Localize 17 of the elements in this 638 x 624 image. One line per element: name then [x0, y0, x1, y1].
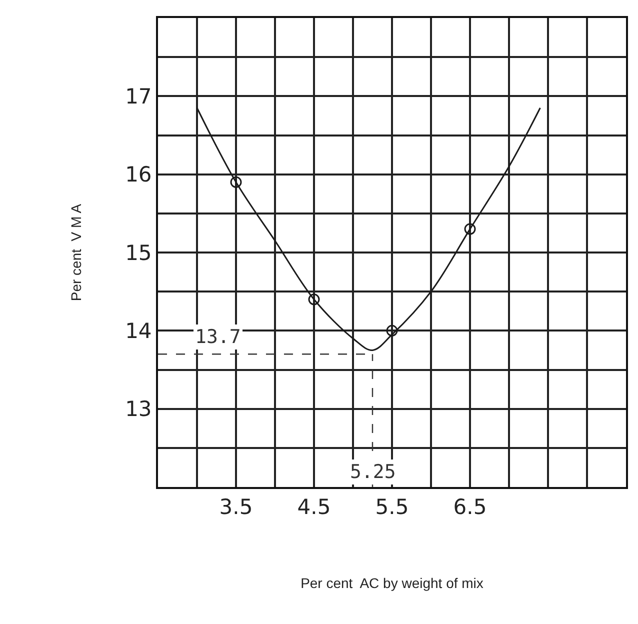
- x-axis-title: Per cent AC by weight of mix: [300, 575, 484, 591]
- x-tick-label: 4.5: [297, 495, 331, 520]
- x-tick-label: 6.5: [453, 495, 487, 520]
- ref-line-label: 5.25: [350, 461, 396, 483]
- ref-line-label: 13.7: [195, 326, 241, 348]
- y-tick-label: 14: [125, 319, 152, 344]
- y-tick-label: 16: [125, 162, 152, 187]
- x-tick-label: 5.5: [375, 495, 409, 520]
- point: [230, 176, 242, 188]
- point: [464, 223, 476, 235]
- point: [386, 324, 398, 336]
- x-tick-label: 3.5: [219, 495, 253, 520]
- y-axis-title: Per cent V M A: [68, 203, 84, 302]
- y-tick-label: 17: [125, 84, 152, 109]
- y-tick-label: 15: [125, 240, 152, 265]
- point: [308, 294, 320, 306]
- y-tick-label: 13: [125, 397, 152, 422]
